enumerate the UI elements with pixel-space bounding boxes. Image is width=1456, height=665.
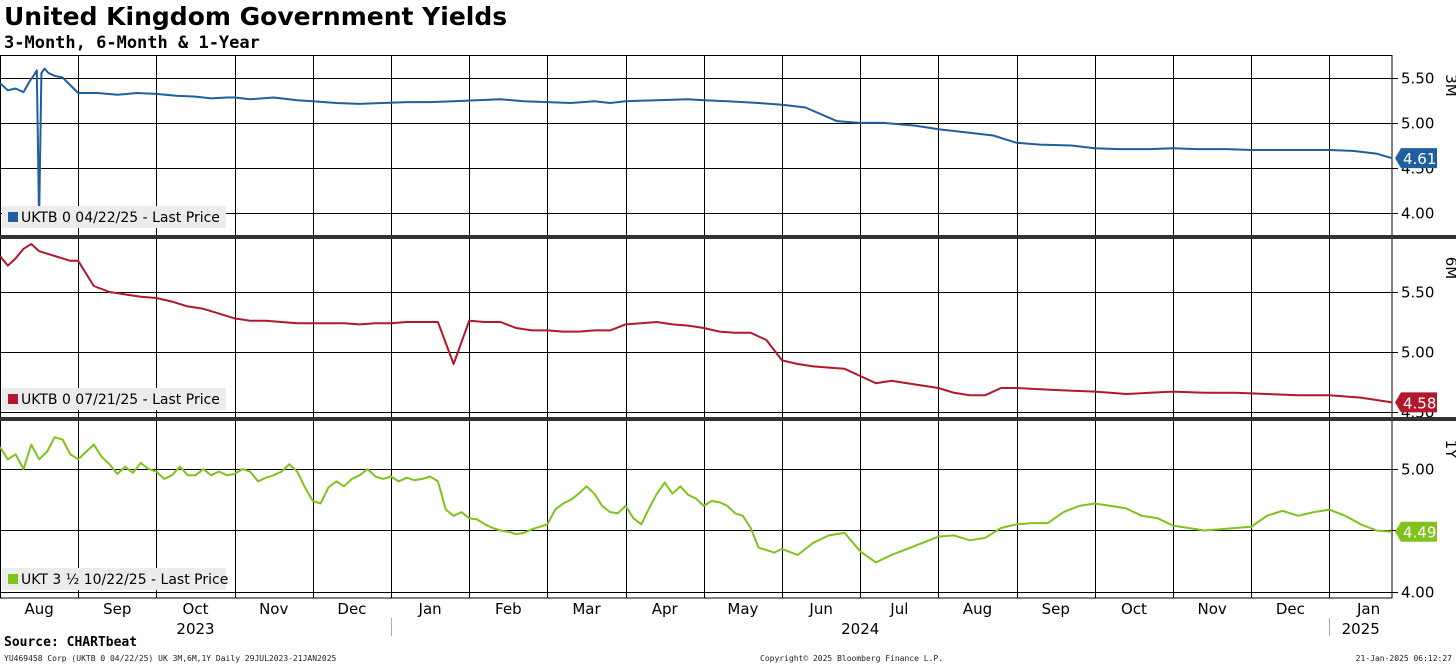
x-month-label: Sep — [1042, 600, 1070, 618]
last-value-tag — [1395, 148, 1437, 169]
series-line-1Y — [0, 436, 1393, 564]
x-month-label: Apr — [652, 600, 679, 618]
y-tick-label: 5.50 — [1401, 284, 1434, 302]
x-month-label: Sep — [103, 600, 131, 618]
legend-box — [2, 388, 226, 410]
series-line-3M — [0, 67, 1393, 222]
y-tick-label: 4.00 — [1401, 584, 1434, 602]
legend-label: UKTB 0 07/21/25 - Last Price — [21, 392, 220, 408]
panel-axis-label: 1Y — [1442, 440, 1456, 460]
x-month-label: Aug — [24, 600, 53, 618]
x-year-label: 2025 — [1342, 620, 1380, 638]
x-month-label: Oct — [1121, 600, 1147, 618]
x-month-label: Jul — [889, 600, 908, 618]
x-year-label: 2023 — [176, 620, 214, 638]
axis-layer: Aug Sep Oct Nov Dec Jan Feb Mar Apr May Jun Jul Aug S… — [0, 235, 1456, 638]
x-month-label: Feb — [495, 600, 522, 618]
last-value-tag — [1395, 521, 1437, 542]
footer-timestamp: 21-Jan-2025 06:12:27 — [1355, 654, 1452, 663]
panel-divider — [0, 235, 1456, 239]
last-value-tag — [1395, 392, 1437, 413]
legend-label: UKT 3 ½ 10/22/25 - Last Price — [21, 572, 228, 588]
plot-frame — [0, 55, 1393, 599]
x-month-label: Jun — [808, 600, 832, 618]
x-month-label: Dec — [1276, 600, 1305, 618]
last-value-label: 4.49 — [1403, 524, 1436, 542]
panel-divider — [0, 417, 1456, 421]
legend-swatch — [8, 394, 18, 404]
x-year-label: 2024 — [841, 620, 879, 638]
source-note: Source: CHARTbeat — [4, 635, 138, 650]
x-month-label: Oct — [183, 600, 209, 618]
last-value-label: 4.58 — [1403, 394, 1436, 412]
footer-copyright: Copyright© 2025 Bloomberg Finance L.P. — [760, 654, 944, 663]
panel-axis-label: 6M — [1442, 257, 1456, 280]
legend-label: UKTB 0 04/22/25 - Last Price — [21, 210, 220, 226]
y-tick-label: 5.00 — [1401, 115, 1434, 133]
y-tick-label: 4.00 — [1401, 205, 1434, 223]
y-tick-label: 5.50 — [1401, 70, 1434, 88]
y-tick-label: 5.00 — [1401, 344, 1434, 362]
x-month-label: Jan — [418, 600, 442, 618]
x-month-label: Mar — [572, 600, 601, 618]
x-month-label: Aug — [963, 600, 992, 618]
series-line-6M — [0, 243, 1393, 404]
legend-box — [2, 568, 226, 590]
legend-swatch — [8, 574, 18, 584]
panel-axis-label: 3M — [1442, 74, 1456, 97]
x-month-label: Nov — [259, 600, 288, 618]
chart-subtitle: 3-Month, 6-Month & 1-Year — [4, 33, 260, 53]
footer-ticker-info: YU469458 Corp (UKTB 0 04/22/25) UK 3M,6M… — [4, 654, 337, 663]
legend-box — [2, 206, 226, 228]
last-value-label: 4.61 — [1403, 150, 1436, 168]
x-month-label: May — [727, 600, 758, 618]
x-month-label: Dec — [337, 600, 366, 618]
legend-swatch — [8, 212, 18, 222]
x-month-label: Nov — [1197, 600, 1226, 618]
chart-title: United Kingdom Government Yields — [4, 2, 508, 31]
y-tick-label: 5.00 — [1401, 461, 1434, 479]
x-month-label: Jan — [1356, 600, 1380, 618]
